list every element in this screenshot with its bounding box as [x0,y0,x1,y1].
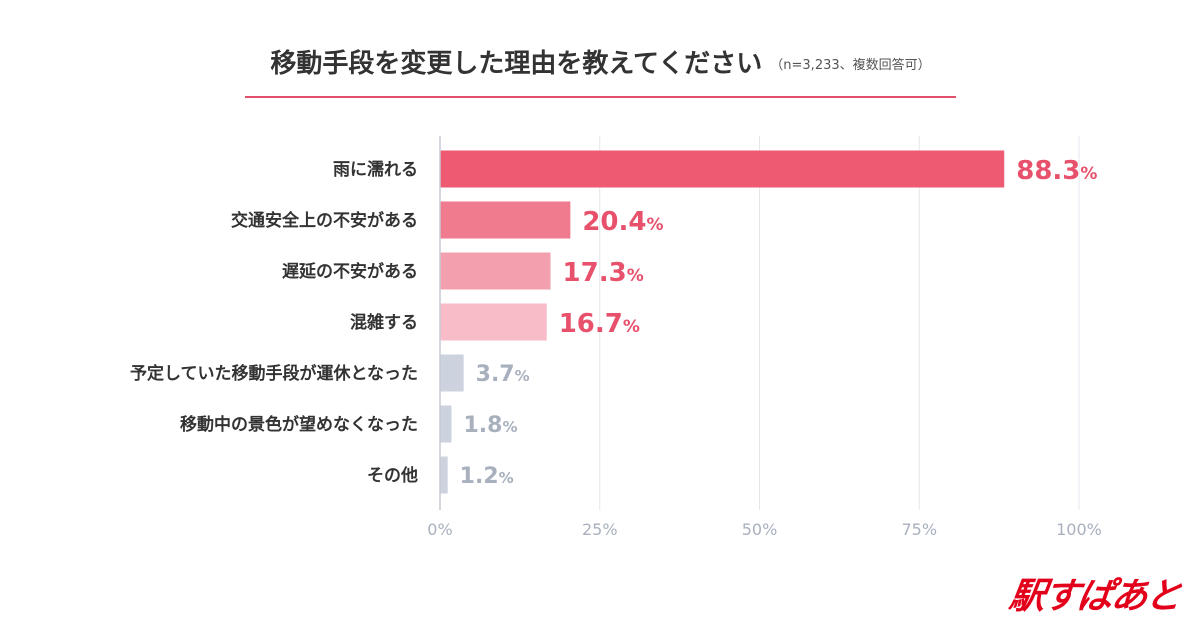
chart-subtitle: （n=3,233、複数回答可） [770,58,931,73]
value-label: 1.2% [460,464,514,489]
bar [440,456,448,494]
bar [440,354,464,392]
value-label: 3.7% [476,362,530,387]
bar [440,150,1005,188]
category-label: 移動中の景色が望めなくなった [180,414,418,435]
x-tick-label: 75% [901,520,937,539]
logo-text: 駅すぱあと [1006,576,1183,617]
value-label: 16.7% [559,309,640,339]
category-label: 交通安全上の不安がある [231,210,418,231]
x-tick-label: 100% [1056,520,1102,539]
ekispert-logo: 駅すぱあと [975,568,1183,618]
value-label: 20.4% [582,207,663,237]
category-label: その他 [367,465,418,486]
value-label: 17.3% [563,258,644,288]
category-label: 雨に濡れる [333,160,418,180]
chart-title-block: 移動手段を変更した理由を教えてください （n=3,233、複数回答可） [245,44,956,98]
category-label: 混雑する [350,312,418,333]
value-label: 88.3% [1016,156,1097,186]
x-tick-label: 25% [582,520,618,539]
bar [440,405,452,443]
category-label: 遅延の不安がある [282,261,418,282]
bar [440,201,571,239]
value-label: 1.8% [464,413,518,438]
x-tick-label: 50% [742,520,778,539]
category-label: 予定していた移動手段が運休となった [130,363,418,384]
chart-title: 移動手段を変更した理由を教えてください [270,49,763,79]
x-tick-label: 0% [427,520,452,539]
bar [440,252,551,290]
bar [440,303,547,341]
